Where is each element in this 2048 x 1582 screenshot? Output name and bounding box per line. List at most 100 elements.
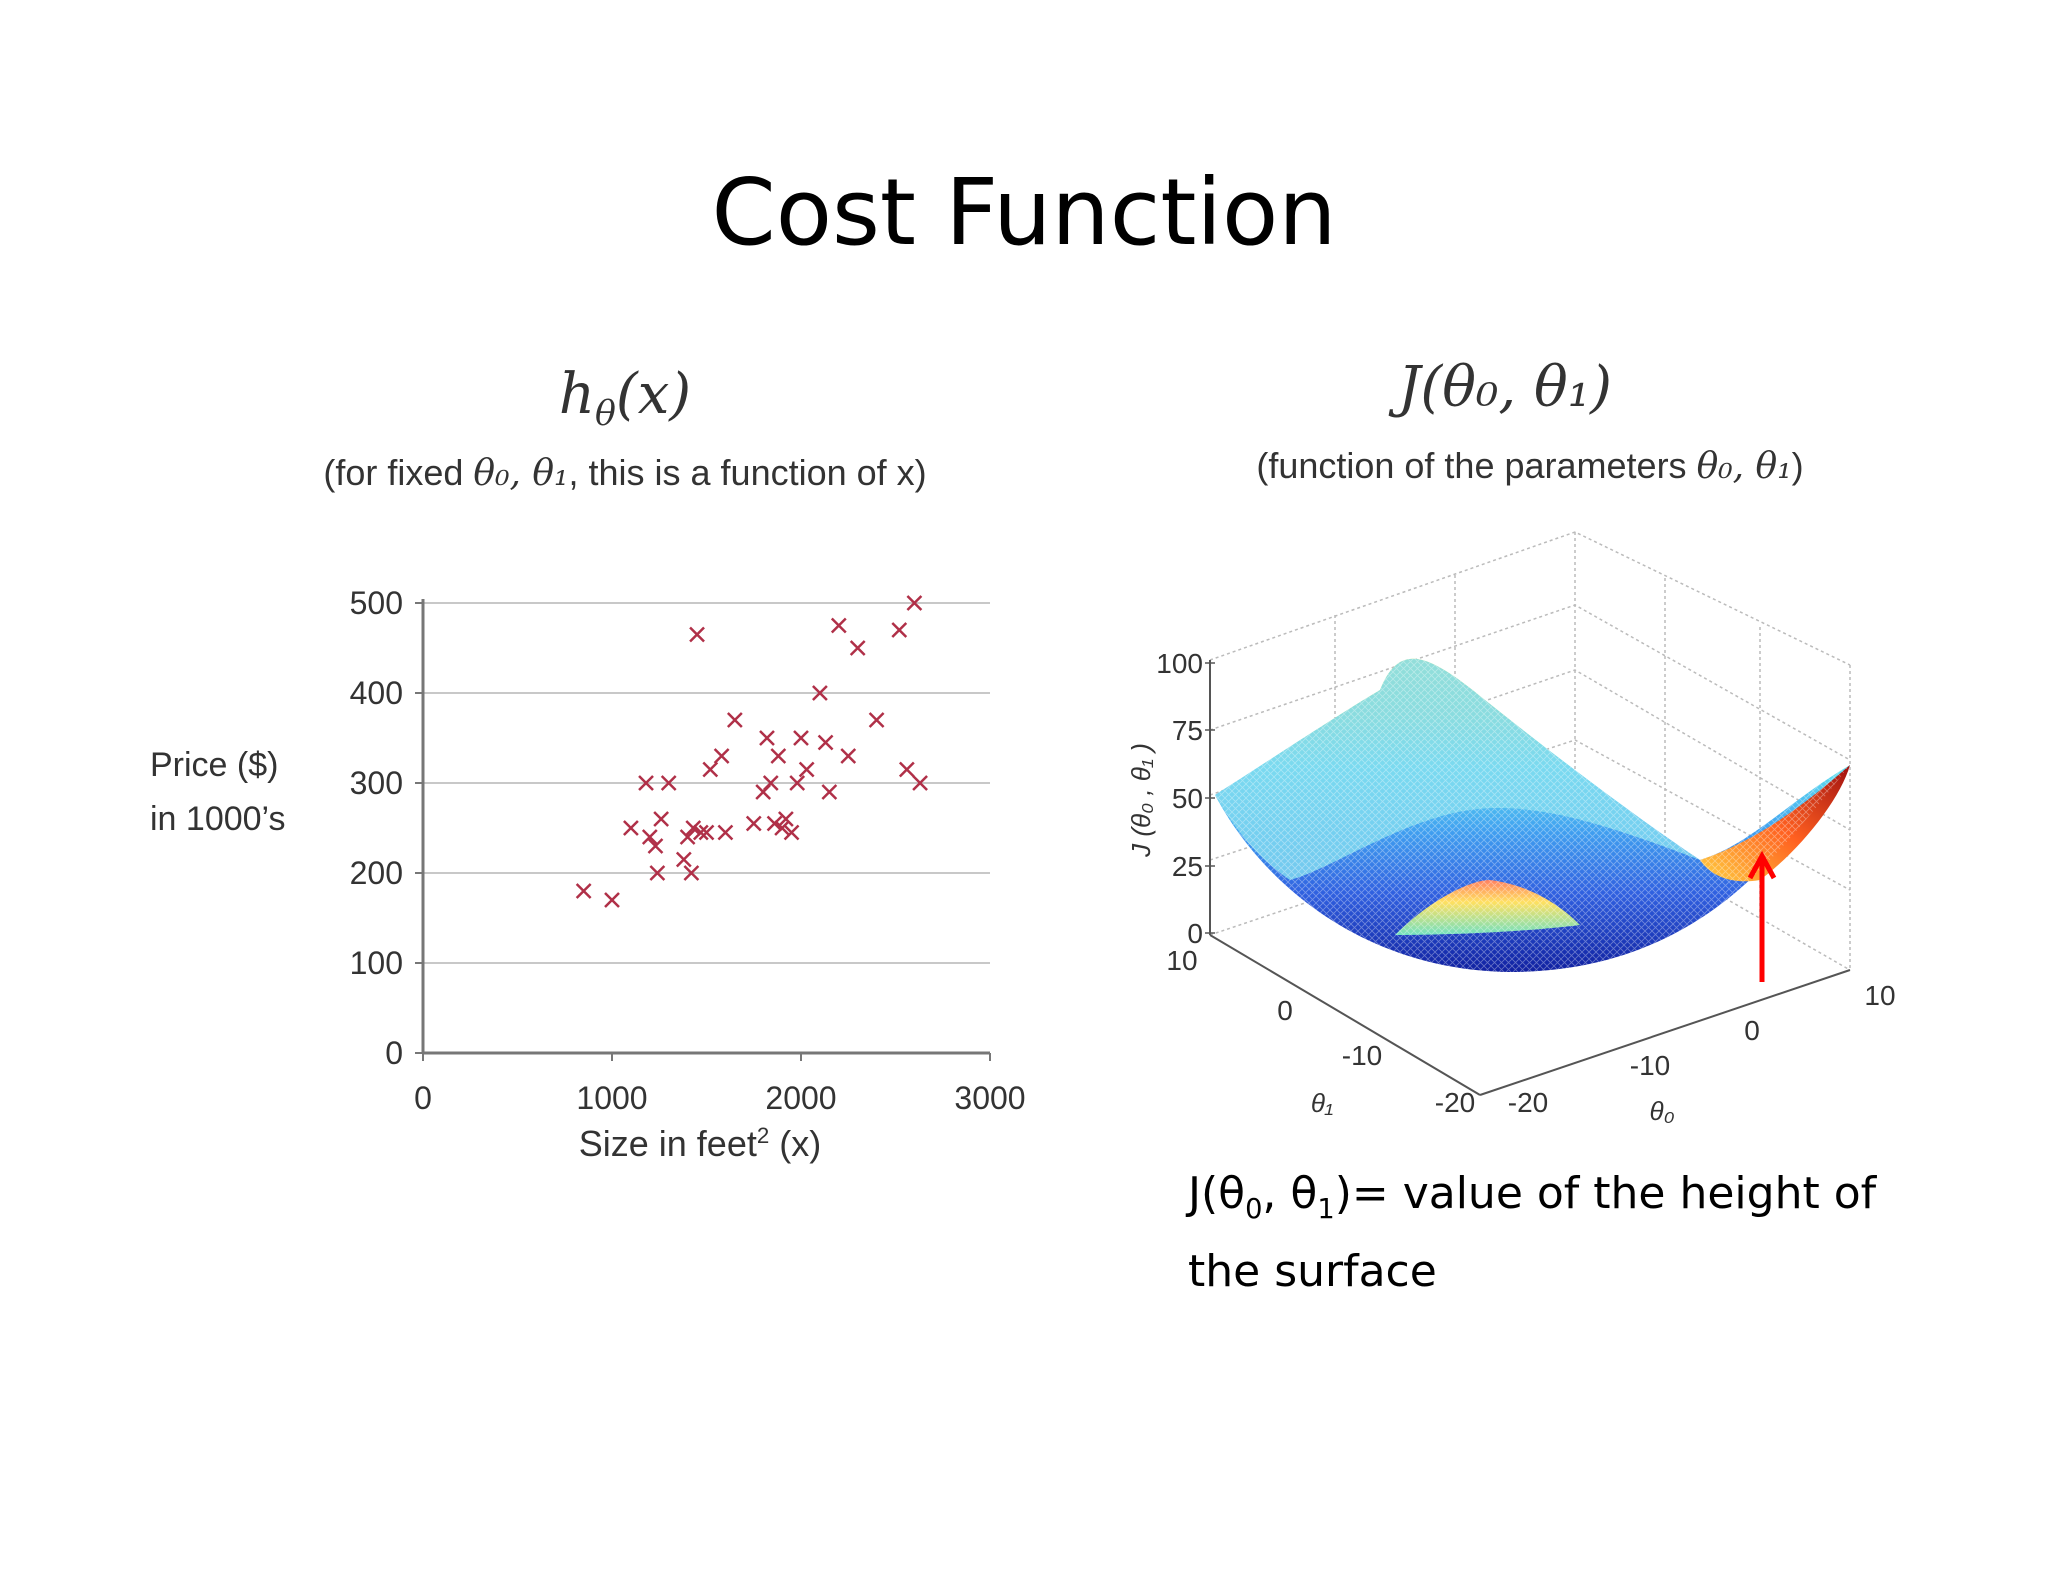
- theta0-axis-ticks: -20 -10 0 10: [1508, 980, 1896, 1118]
- caption-sub0: 0: [1245, 1193, 1263, 1225]
- data-point-42: [912, 775, 928, 791]
- theta1-tick-0: 0: [1277, 995, 1293, 1026]
- data-point-36: [840, 748, 857, 764]
- data-point-37: [849, 640, 866, 656]
- x-axis-label-sup: 2: [756, 1123, 770, 1148]
- data-point-35: [830, 617, 847, 634]
- x-axis-label: Size in feet2 (x): [500, 1123, 900, 1165]
- cost-subtitle-theta: θ₀, θ₁: [1696, 446, 1792, 487]
- data-point-1: [604, 892, 620, 908]
- theta0-axis-label: θ₀: [1649, 1096, 1674, 1126]
- y-tick-label-400: 400: [350, 675, 403, 711]
- data-point-18: [717, 824, 734, 841]
- data-point-14: [692, 824, 709, 841]
- theta0-tick-0: 0: [1744, 1015, 1760, 1046]
- data-point-41: [906, 595, 923, 611]
- data-point-28: [783, 824, 800, 841]
- data-point-7: [653, 811, 670, 827]
- y-tick-label-500: 500: [350, 585, 403, 621]
- caption-mid: , θ: [1262, 1168, 1318, 1219]
- hypothesis-title: hθ(x): [300, 362, 950, 434]
- data-point-40: [898, 761, 915, 778]
- cost-title: J(θ₀, θ₁): [1397, 355, 1613, 420]
- cost-subtitle-pre: (function of the parameters: [1256, 445, 1697, 486]
- cost-subtitle-post: ): [1791, 445, 1804, 486]
- data-point-38: [868, 712, 885, 728]
- theta0-tick-neg20: -20: [1508, 1087, 1548, 1118]
- data-point-8: [660, 775, 677, 791]
- x-axis-label-main: Size in feet: [578, 1123, 757, 1164]
- hypothesis-subtitle-pre: (for fixed: [323, 452, 474, 493]
- data-point-13: [689, 626, 705, 643]
- data-point-11: [683, 865, 700, 881]
- surface-caption: J(θ0, θ1)= value of the height of the su…: [1188, 1163, 1888, 1303]
- theta1-tick-10: 10: [1166, 945, 1197, 976]
- hypothesis-subtitle-post: , this is a function of x): [568, 452, 927, 493]
- hypothesis-theta: θ: [594, 394, 616, 435]
- data-point-34: [821, 784, 838, 800]
- y-tick-label-100: 100: [350, 945, 403, 981]
- data-point-16: [702, 761, 719, 778]
- data-point-2: [623, 820, 639, 836]
- hypothesis-arg: (x): [615, 362, 692, 427]
- y-tick-label-0: 0: [385, 1035, 403, 1071]
- hypothesis-subtitle: (for fixed θ₀, θ₁, this is a function of…: [250, 452, 1000, 494]
- data-point-29: [789, 775, 806, 791]
- data-point-20: [745, 815, 762, 832]
- scatter-axes: [421, 599, 990, 1055]
- data-point-31: [798, 761, 815, 778]
- scatter-ticks: 0 100 200 300 400 500 0 1000 2000 3000: [350, 585, 1026, 1116]
- y-axis-label: Price ($) in 1000’s: [150, 738, 286, 846]
- z-tick-50: 50: [1172, 783, 1203, 814]
- theta0-tick-neg10: -10: [1630, 1050, 1670, 1081]
- data-point-15: [698, 824, 715, 841]
- z-tick-75: 75: [1172, 715, 1203, 746]
- cost-subtitle: (function of the parameters θ₀, θ₁): [1120, 445, 1940, 487]
- x-tick-label-0: 0: [414, 1080, 432, 1116]
- data-point-30: [793, 730, 809, 746]
- z-tick-100: 100: [1156, 648, 1203, 679]
- data-point-4: [641, 829, 658, 845]
- scatter-grid: [423, 602, 990, 964]
- data-point-24: [766, 815, 783, 832]
- y-axis-label-line2: in 1000’s: [150, 800, 286, 838]
- surface-mesh-texture: [1215, 658, 1850, 972]
- hypothesis-h: h: [558, 362, 595, 427]
- data-point-32: [812, 685, 828, 701]
- caption-sub1: 1: [1317, 1193, 1335, 1225]
- y-tick-label-200: 200: [350, 855, 403, 891]
- data-point-12: [685, 820, 702, 836]
- x-axis-label-post: (x): [769, 1123, 822, 1164]
- data-point-9: [675, 851, 692, 868]
- z-tick-0: 0: [1187, 918, 1203, 949]
- data-point-22: [759, 730, 775, 746]
- scatter-points: [575, 595, 928, 908]
- x-tick-label-2000: 2000: [765, 1080, 836, 1116]
- z-tick-25: 25: [1172, 851, 1203, 882]
- data-point-33: [817, 734, 834, 751]
- y-tick-label-300: 300: [350, 765, 403, 801]
- data-point-17: [713, 748, 730, 764]
- hypothesis-subtitle-theta: θ₀, θ₁: [473, 453, 569, 494]
- data-point-27: [777, 811, 794, 827]
- x-tick-label-1000: 1000: [576, 1080, 647, 1116]
- z-tick-marks: [1205, 662, 1215, 934]
- height-arrow: [1747, 850, 1777, 982]
- z-axis-ticks: 100 75 50 25 0: [1156, 648, 1203, 949]
- theta1-tick-neg10: -10: [1342, 1040, 1382, 1071]
- y-axis-label-line1: Price ($): [150, 746, 279, 784]
- theta1-axis-ticks: 10 0 -10 -20: [1166, 945, 1475, 1118]
- theta1-tick-neg20: -20: [1435, 1087, 1475, 1118]
- caption-pre: J(θ: [1188, 1168, 1246, 1219]
- slide-title: Cost Function: [711, 159, 1337, 266]
- data-point-10: [679, 829, 696, 845]
- data-point-5: [647, 838, 664, 854]
- data-point-3: [638, 775, 654, 791]
- theta1-axis-label: θ₁: [1311, 1088, 1333, 1118]
- data-point-25: [770, 748, 787, 764]
- data-point-26: [774, 820, 790, 836]
- data-point-6: [649, 865, 666, 881]
- data-point-0: [575, 883, 592, 899]
